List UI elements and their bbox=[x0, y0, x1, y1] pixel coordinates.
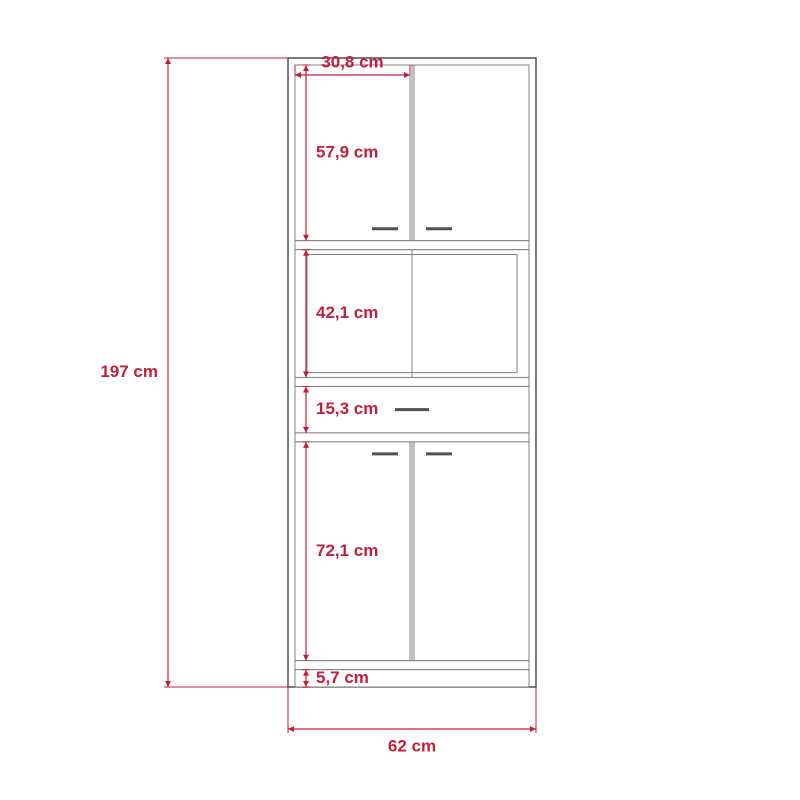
dim-section-4: 5,7 cm bbox=[316, 668, 369, 687]
dim-section-3: 72,1 cm bbox=[316, 541, 378, 560]
furniture-diagram: 197 cm 62 cm 30,8 cm 57,9 cm 42,1 cm 15,3 cm 7… bbox=[0, 0, 800, 800]
dim-section-1: 42,1 cm bbox=[316, 303, 378, 322]
dim-section-2: 15,3 cm bbox=[316, 399, 378, 418]
dim-overall-height: 197 cm bbox=[100, 362, 158, 381]
dim-overall-width: 62 cm bbox=[388, 736, 436, 755]
dim-door-width: 30,8 cm bbox=[321, 52, 383, 71]
dim-section-0: 57,9 cm bbox=[316, 142, 378, 161]
